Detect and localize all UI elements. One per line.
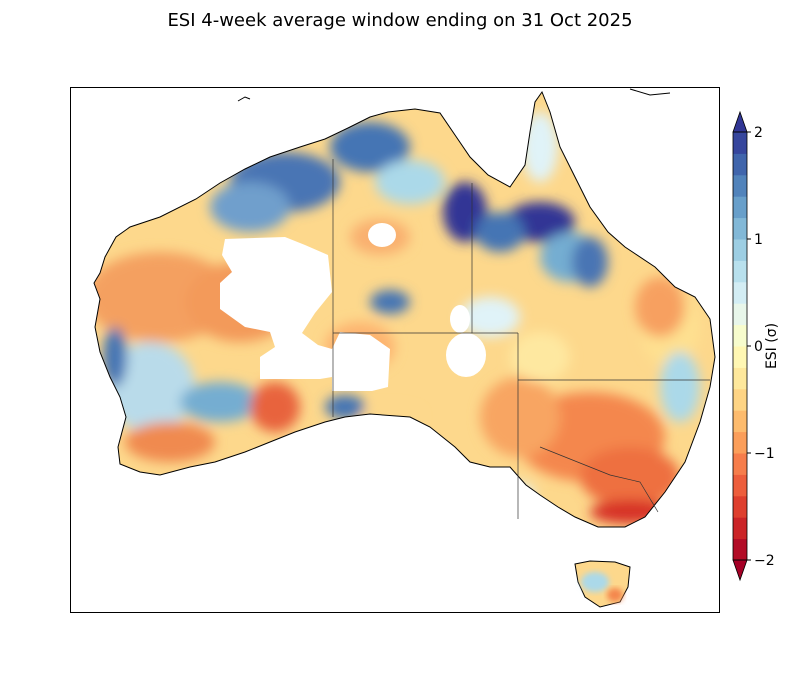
colorbar-tick-label: −2 [754, 553, 775, 569]
island [237, 96, 251, 102]
colorbar-level [733, 324, 747, 347]
state-borders [332, 159, 710, 519]
colorbar-level [733, 367, 747, 390]
colorbar: 2 1 0 −1 −2 [725, 108, 795, 588]
colorbar-level [733, 281, 747, 304]
colorbar-extend-min [732, 559, 748, 582]
figure-title: ESI 4-week average window ending on 31 O… [167, 10, 633, 31]
map-panel [70, 87, 720, 613]
colorbar-tick-label: 1 [754, 232, 763, 248]
colorbar-level [733, 517, 747, 540]
colorbar-level [733, 538, 747, 561]
map-svg [70, 87, 720, 613]
colorbar-level [733, 260, 747, 283]
colorbar-label: ESI (σ) [764, 322, 780, 370]
colorbar-level [733, 474, 747, 497]
colorbar-tick-label: −1 [754, 446, 775, 462]
colorbar-level [733, 174, 747, 197]
colorbar-level [733, 431, 747, 454]
colorbar-tick-label: 2 [754, 125, 763, 141]
tasmania [574, 560, 631, 608]
no-data-mask [220, 223, 486, 391]
colorbar-level [733, 217, 747, 240]
colorbar-level [733, 239, 747, 261]
colorbar-level [733, 303, 747, 326]
coastline [93, 90, 716, 528]
colorbar-level [733, 453, 747, 475]
colorbar-level [733, 132, 747, 154]
colorbar-level [733, 495, 747, 518]
colorbar-level [733, 196, 747, 219]
colorbar-level [733, 153, 747, 176]
colorbar-level [733, 346, 747, 368]
colorbar-svg: 2 1 0 −1 −2 [732, 110, 775, 582]
map-frame-border [70, 87, 720, 613]
colorbar-level [733, 388, 747, 411]
island [629, 88, 671, 96]
colorbar-extend-max [732, 110, 748, 133]
colorbar-level [733, 410, 747, 433]
colorbar-tick-label: 0 [754, 339, 763, 355]
